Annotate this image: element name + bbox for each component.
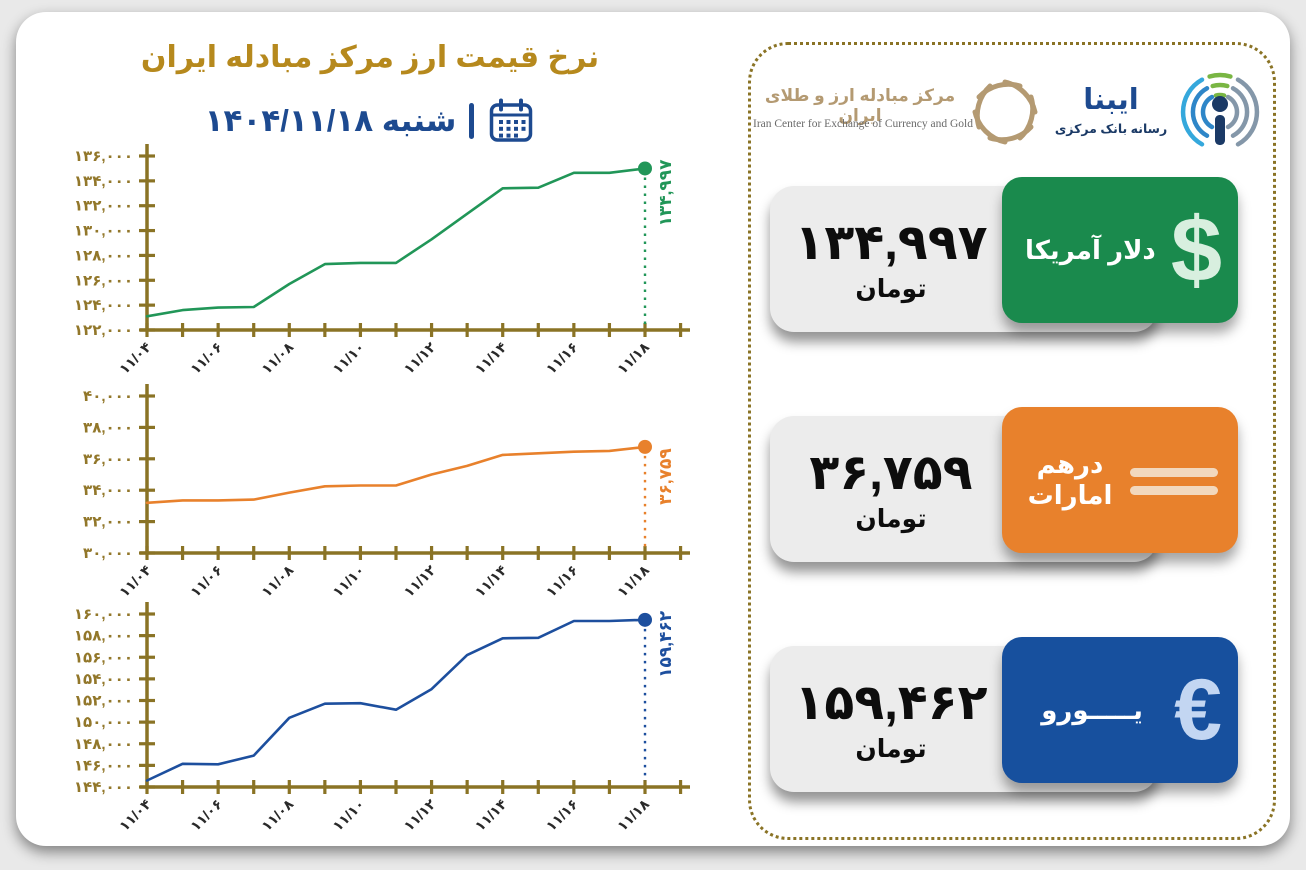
- eur-currency-label: یـــــورو: [1041, 694, 1143, 725]
- usd-unit: تومان: [855, 275, 927, 303]
- rates-panel-border: [748, 42, 1276, 840]
- eur-currency-panel: € یـــــورو: [1002, 637, 1238, 783]
- usd-value-block: ۱۳۴,۹۹۷ تومان: [775, 186, 1007, 332]
- aed-currency-label: درهم امارات: [1027, 449, 1113, 510]
- dirham-icon: D: [1130, 428, 1218, 532]
- usd-value: ۱۳۴,۹۹۷: [794, 216, 988, 270]
- eur-unit: تومان: [855, 735, 927, 763]
- ibena-logo: ایبنا رسانه بانک مرکزی: [1052, 68, 1264, 164]
- aed-unit: تومان: [855, 505, 927, 533]
- ibena-broadcast-icon: [1180, 72, 1260, 147]
- svg-text:D: D: [1130, 428, 1132, 532]
- page-title: نرخ قیمت ارز مرکز مبادله ایران: [140, 41, 600, 74]
- exchange-center-logo: مرکز مبادله ارز و طلای ایران Iran Center…: [753, 70, 1055, 160]
- aed-currency-panel: D درهم امارات: [1002, 407, 1238, 553]
- eur-value: ۱۵۹,۴۶۲: [794, 676, 988, 730]
- aed-value: ۳۶,۷۵۹: [809, 446, 973, 500]
- date-separator: [469, 103, 475, 139]
- calendar-icon: [490, 98, 533, 142]
- exchange-center-caption: Iran Center for Exchange of Currency and…: [752, 118, 973, 130]
- date-row: شنبه ۱۴۰۴/۱۱/۱۸: [150, 96, 590, 146]
- exchange-center-knot-icon: [972, 79, 1038, 145]
- exchange-center-name: مرکز مبادله ارز و طلای ایران: [764, 86, 956, 125]
- usd-currency-label: دلار آمریکا: [1025, 234, 1156, 265]
- ibena-subtitle: رسانه بانک مرکزی: [1054, 122, 1168, 136]
- ibena-text: ایبنا رسانه بانک مرکزی: [1052, 82, 1170, 136]
- aed-value-block: ۳۶,۷۵۹ تومان: [775, 416, 1007, 562]
- euro-icon: €: [1174, 662, 1222, 758]
- usd-currency-panel: $ دلار آمریکا: [1002, 177, 1238, 323]
- dollar-icon: $: [1170, 199, 1222, 301]
- ibena-name: ایبنا: [1083, 84, 1139, 116]
- eur-value-block: ۱۵۹,۴۶۲ تومان: [775, 646, 1007, 792]
- date-label: شنبه ۱۴۰۴/۱۱/۱۸: [204, 103, 457, 138]
